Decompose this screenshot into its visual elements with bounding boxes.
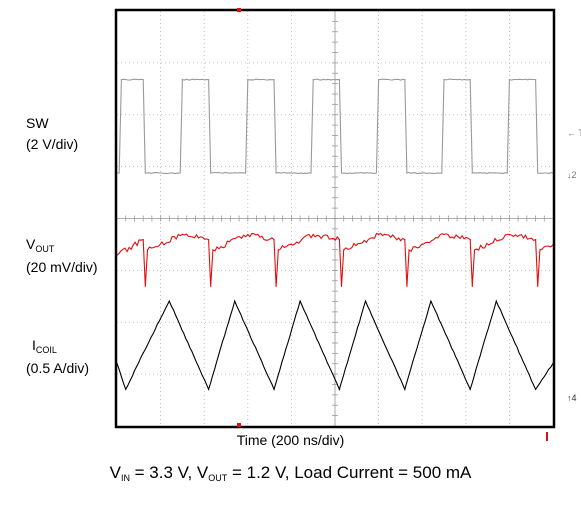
- point-icoil: [469, 388, 471, 390]
- point-sw: [312, 79, 314, 81]
- point-sw: [375, 172, 378, 174]
- point-vout: [181, 233, 183, 236]
- trace-icoil: [116, 299, 554, 391]
- point-icoil: [404, 388, 406, 390]
- test-conditions-caption: VIN = 3.3 V, VOUT = 1.2 V, Load Current …: [109, 463, 472, 483]
- point-sw: [443, 79, 445, 81]
- point-sw: [469, 79, 471, 81]
- point-vout: [277, 249, 279, 251]
- point-sw: [210, 172, 212, 174]
- point-sw: [275, 172, 277, 174]
- channel-marker-34: ↑4: [567, 393, 577, 403]
- sw-label: SW (2 V/div): [26, 115, 78, 153]
- icoil-label: ICOIL (0.5 A/div): [26, 337, 89, 377]
- vout-name: VOUT: [26, 236, 55, 254]
- point-icoil: [207, 388, 210, 390]
- marker-bottom: [237, 423, 241, 427]
- point-vout: [378, 233, 380, 236]
- point-vout: [146, 249, 149, 251]
- point-sw: [179, 172, 181, 174]
- point-vout: [534, 239, 537, 241]
- point-vout: [508, 233, 510, 236]
- point-vout: [537, 285, 539, 287]
- point-vout: [210, 285, 212, 287]
- point-vout: [207, 239, 210, 241]
- point-vout: [273, 239, 275, 241]
- marker-top: [237, 8, 241, 12]
- point-sw: [506, 172, 508, 174]
- point-icoil: [338, 388, 340, 390]
- point-vout: [144, 285, 146, 287]
- point-sw: [181, 79, 183, 81]
- point-icoil: [125, 388, 127, 390]
- point-icoil: [534, 388, 537, 390]
- point-icoil: [142, 352, 144, 354]
- trace-sw: [117, 78, 554, 175]
- point-sw: [144, 172, 146, 174]
- point-vout: [343, 249, 345, 251]
- point-sw: [245, 172, 247, 174]
- point-vout: [473, 249, 476, 251]
- point-sw: [508, 79, 510, 81]
- scope-traces: [116, 78, 554, 391]
- channel-marker-1: ← T: [567, 128, 581, 138]
- point-vout: [212, 249, 214, 251]
- marker-right: [546, 432, 548, 441]
- sw-name: SW: [26, 115, 49, 131]
- point-vout: [340, 285, 343, 287]
- point-sw: [273, 79, 275, 81]
- icoil-name: ICOIL: [32, 337, 57, 355]
- point-vout: [443, 233, 445, 236]
- point-sw: [207, 79, 210, 81]
- x-axis-label: Time (200 ns/div): [236, 432, 345, 448]
- point-vout: [247, 233, 249, 236]
- point-sw: [471, 172, 473, 174]
- point-vout: [404, 239, 406, 241]
- point-icoil: [495, 300, 497, 302]
- channel-marker-2: ↓2: [567, 170, 577, 180]
- point-sw: [142, 79, 144, 81]
- point-icoil: [364, 300, 367, 302]
- icoil-scale: (0.5 A/div): [26, 360, 90, 376]
- point-vout: [471, 285, 473, 287]
- sw-scale: (2 V/div): [26, 136, 79, 152]
- vout-label: VOUT (20 mV/div): [26, 236, 98, 276]
- point-sw: [378, 79, 380, 81]
- point-vout: [408, 249, 410, 251]
- scope-frame: [114, 8, 556, 429]
- vout-scale: (20 mV/div): [26, 259, 98, 275]
- trace-vout: [116, 232, 554, 287]
- point-sw: [404, 79, 406, 81]
- point-icoil: [299, 300, 301, 302]
- point-vout: [338, 239, 340, 241]
- point-vout: [539, 249, 541, 251]
- point-sw: [534, 79, 537, 81]
- point-sw: [406, 172, 408, 174]
- point-icoil: [430, 300, 432, 302]
- scope-grid: [117, 11, 553, 426]
- point-icoil: [168, 300, 170, 302]
- point-sw: [340, 172, 343, 174]
- point-sw: [247, 79, 249, 81]
- point-vout: [275, 285, 277, 287]
- point-sw: [441, 172, 443, 174]
- point-vout: [142, 239, 144, 241]
- point-vout: [406, 285, 408, 287]
- point-vout: [469, 239, 471, 241]
- point-sw: [120, 79, 122, 81]
- point-vout: [312, 233, 314, 236]
- point-icoil: [273, 388, 275, 390]
- point-sw: [118, 172, 120, 174]
- point-icoil: [234, 300, 236, 302]
- point-sw: [310, 172, 312, 174]
- point-sw: [338, 79, 340, 81]
- point-sw: [537, 172, 539, 174]
